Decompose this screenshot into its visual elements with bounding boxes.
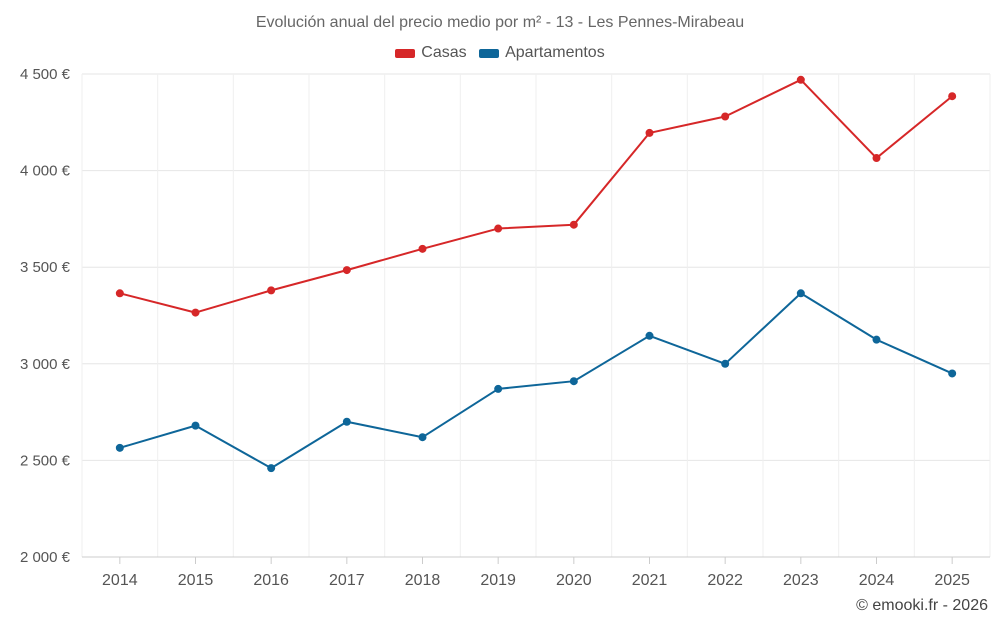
legend-item-casas[interactable]: Casas — [395, 44, 467, 62]
y-tick-label: 2 500 € — [20, 452, 71, 469]
data-point-apartamentos — [796, 289, 805, 298]
data-point-apartamentos — [115, 443, 124, 452]
x-tick-label: 2018 — [405, 572, 441, 589]
chart-title: Evolución anual del precio medio por m² … — [255, 14, 745, 31]
legend-swatch-apartamentos — [479, 48, 500, 58]
data-point-casas — [191, 308, 200, 317]
x-tick-label: 2025 — [934, 572, 970, 589]
y-tick-label: 2 000 € — [20, 549, 71, 566]
legend-label-casas: Casas — [421, 44, 467, 61]
data-point-apartamentos — [569, 377, 578, 386]
credit-text: © emooki.fr - 2026 — [856, 597, 988, 614]
y-tick-label: 3 000 € — [20, 356, 71, 373]
y-tick-label: 4 500 € — [20, 66, 71, 83]
legend-swatch-casas — [395, 48, 416, 58]
data-point-apartamentos — [267, 464, 276, 473]
data-point-casas — [872, 154, 881, 163]
series-line-casas — [119, 78, 953, 314]
data-point-apartamentos — [191, 421, 200, 430]
data-point-apartamentos — [872, 335, 881, 344]
data-point-apartamentos — [494, 384, 503, 393]
x-tick-label: 2016 — [253, 572, 289, 589]
data-point-casas — [721, 112, 730, 121]
x-tick-label: 2015 — [178, 572, 214, 589]
x-tick-label: 2022 — [707, 572, 743, 589]
data-point-apartamentos — [948, 369, 957, 378]
legend-item-apartamentos[interactable]: Apartamentos — [479, 44, 605, 62]
axes: 2 000 € 2 500 € 3 000 € 3 500 € 4 000 € 4 500… — [20, 66, 990, 589]
series-group — [115, 75, 957, 473]
data-point-casas — [948, 92, 957, 101]
legend: Casas Apartamentos — [0, 44, 1000, 63]
x-tick-label: 2021 — [632, 572, 668, 589]
y-tick-label: 3 500 € — [20, 259, 71, 276]
data-point-casas — [494, 224, 503, 233]
data-point-casas — [115, 289, 124, 298]
grid — [81, 73, 991, 557]
x-tick-label: 2019 — [480, 572, 516, 589]
x-tick-label: 2017 — [329, 572, 365, 589]
x-tick-label: 2020 — [556, 572, 592, 589]
data-point-casas — [569, 220, 578, 229]
data-point-apartamentos — [418, 433, 427, 442]
x-tick-label: 2024 — [859, 572, 895, 589]
legend-label-apartamentos: Apartamentos — [505, 44, 605, 61]
data-point-casas — [267, 286, 276, 295]
data-point-apartamentos — [342, 417, 351, 426]
data-point-casas — [342, 266, 351, 275]
series-line-apartamentos — [119, 292, 953, 470]
data-point-apartamentos — [721, 359, 730, 368]
x-tick-label: 2023 — [783, 572, 819, 589]
data-point-casas — [418, 244, 427, 253]
data-point-apartamentos — [645, 331, 654, 340]
x-tick-label: 2014 — [102, 572, 138, 589]
data-point-casas — [645, 128, 654, 137]
data-point-casas — [796, 75, 805, 84]
y-tick-label: 4 000 € — [20, 163, 71, 180]
